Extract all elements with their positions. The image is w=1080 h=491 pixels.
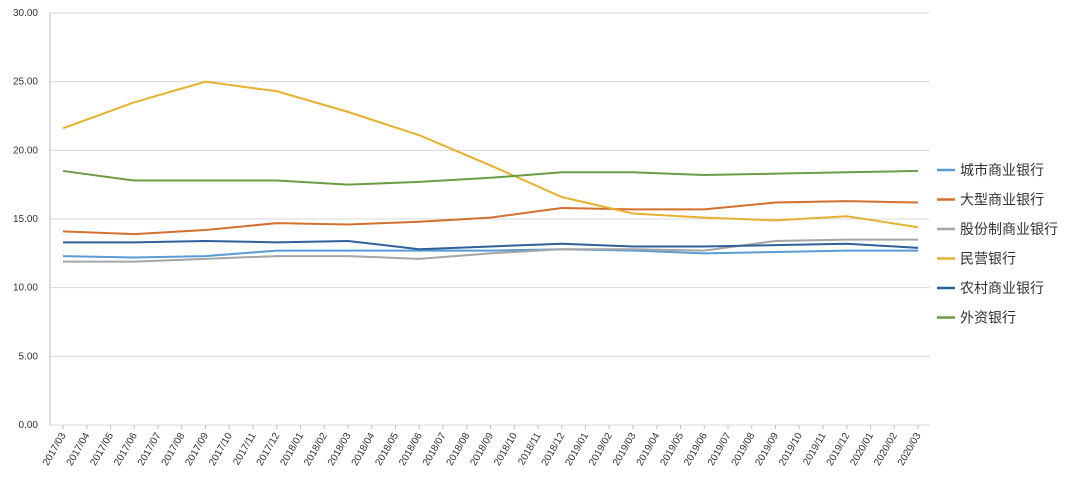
y-tick-label: 0.00 (19, 420, 39, 431)
legend-label: 民营银行 (960, 251, 1016, 267)
legend-label: 外资银行 (960, 310, 1016, 326)
line-series (62, 169, 919, 186)
line-series (62, 248, 918, 259)
y-tick-label: 15.00 (13, 214, 38, 225)
line-series (63, 238, 918, 263)
legend-label: 股份制商业银行 (960, 221, 1058, 237)
line-series (62, 80, 919, 229)
y-tick-label: 30.00 (13, 8, 38, 19)
x-tick-label: 2020/03 (896, 431, 924, 468)
legend-label: 农村商业银行 (960, 280, 1044, 296)
line-series (62, 200, 919, 236)
y-tick-label: 25.00 (13, 77, 38, 88)
legend-label: 大型商业银行 (960, 192, 1044, 208)
y-tick-label: 5.00 (19, 351, 39, 362)
y-tick-label: 20.00 (13, 145, 38, 156)
line-series (63, 239, 919, 251)
legend-label: 城市商业银行 (960, 162, 1044, 178)
y-tick-label: 10.00 (13, 283, 38, 294)
